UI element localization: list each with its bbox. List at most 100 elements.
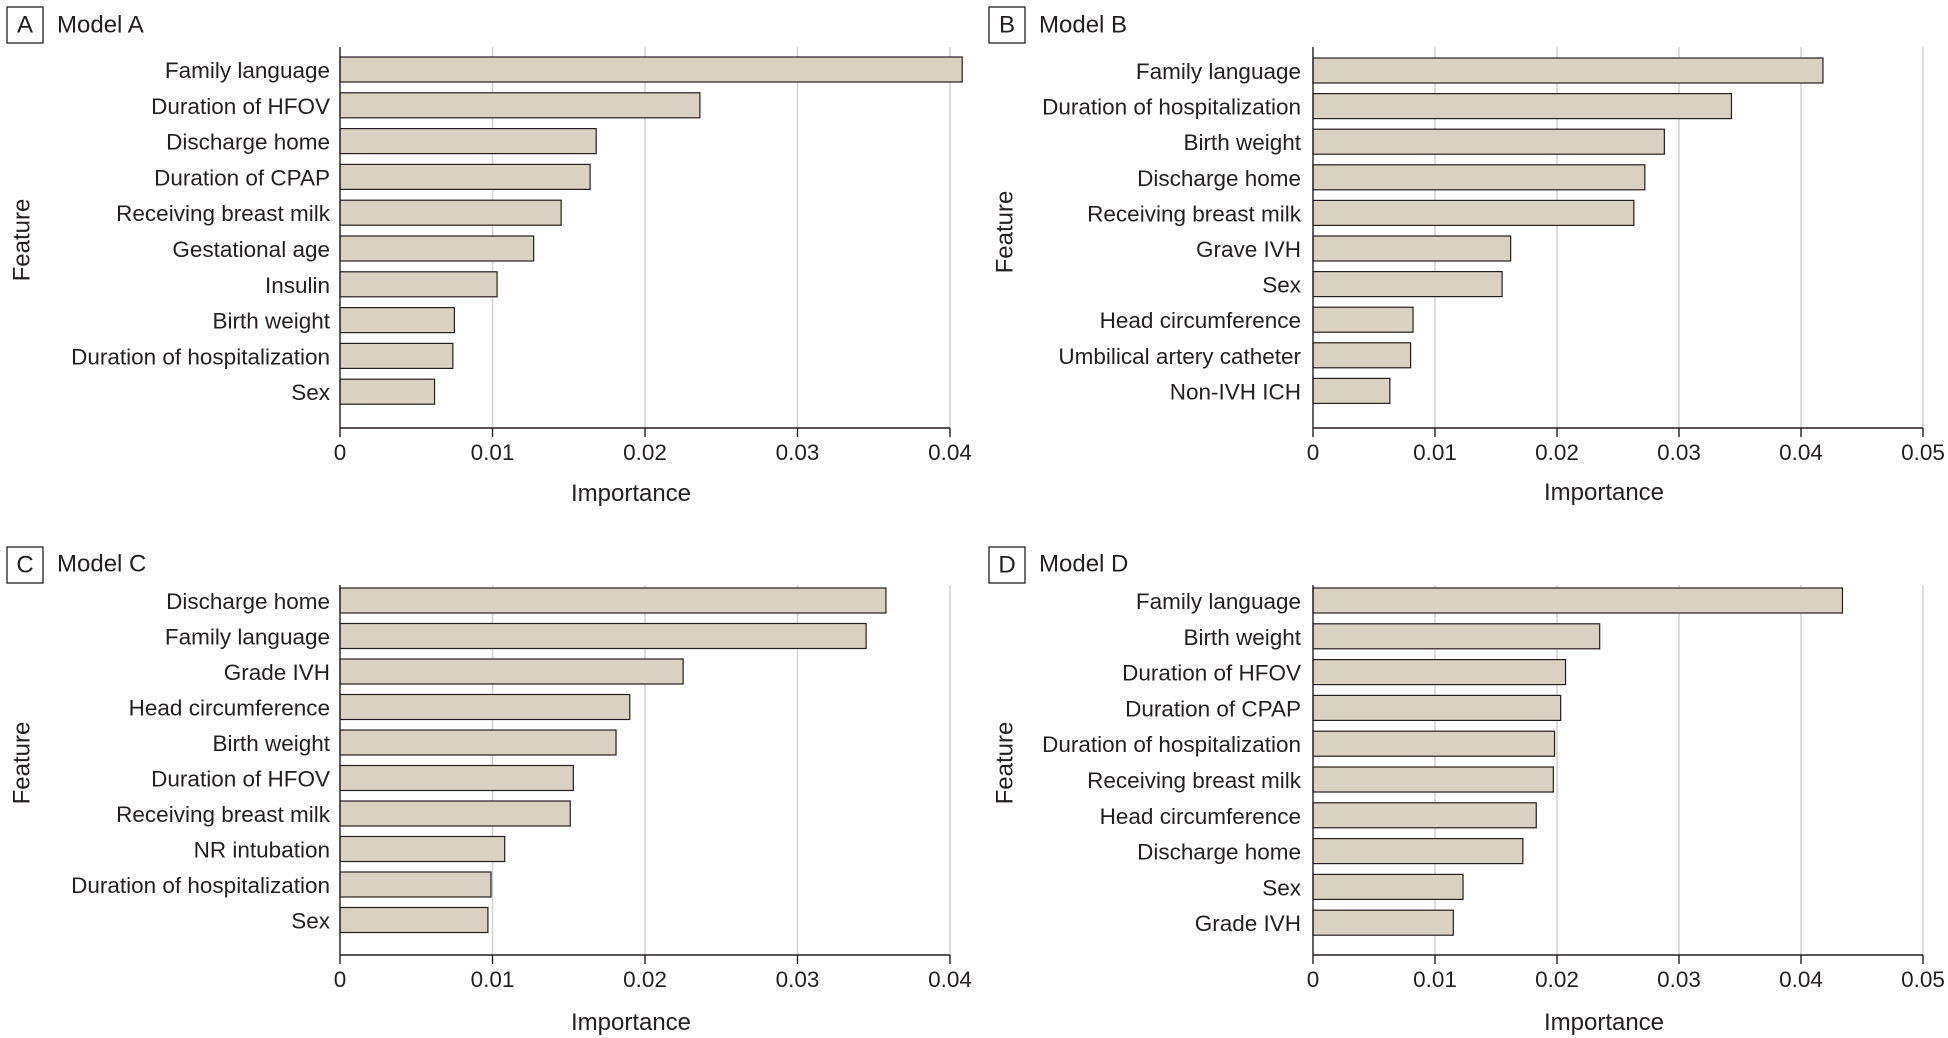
panel-c-feature-label-discharge-home: Discharge home [166, 589, 330, 614]
panel-d-bar-duration-of-hfov [1312, 658, 1567, 686]
panel-d-feature-label-discharge-home: Discharge home [1137, 840, 1301, 865]
panel-d-x-tick-label-5: 0.05 [1901, 967, 1945, 992]
panel-a-bar-family-language [339, 56, 963, 83]
panel-b-feature-label-family-language: Family language [1136, 59, 1301, 84]
panel-d-feature-label-family-language: Family language [1136, 589, 1301, 614]
panel-b-bar-umbilical-artery-catheter [1312, 342, 1412, 369]
panel-a-feature-label-discharge-home: Discharge home [166, 130, 330, 155]
panel-a-letter: A [17, 12, 33, 39]
panel-b: B Model B Family language Duration of hospi… [988, 6, 1945, 506]
panel-b-bar-family-language [1312, 57, 1824, 84]
panel-a-feature-label-duration-of-hospitalization: Duration of hospitalization [71, 344, 330, 369]
panel-b-bar-discharge-home [1312, 164, 1646, 191]
panel-d-bar-duration-of-cpap [1312, 694, 1562, 722]
panel-b-letter: B [999, 12, 1015, 39]
panel-b-title: Model B [1039, 12, 1127, 39]
panel-b-feature-label-sex: Sex [1262, 273, 1302, 298]
panel-d-feature-label-grade-ivh: Grade IVH [1195, 911, 1301, 936]
panel-d-feature-label-birth-weight: Birth weight [1183, 625, 1301, 650]
panel-a-x-tick-label-3: 0.03 [776, 440, 820, 465]
panel-d-letter-box [988, 546, 1026, 584]
panel-c-x-tick-label-1: 0.01 [471, 967, 515, 992]
panel-d-bar-birth-weight [1312, 623, 1601, 650]
panel-b-x-tick-label-4: 0.04 [1779, 440, 1823, 465]
panel-d-bar-family-language [1312, 587, 1844, 614]
panel-b-letter-box [988, 6, 1026, 44]
panel-b-feature-label-receiving-breast-milk: Receiving breast milk [1087, 201, 1302, 226]
panel-d-bar-grade-ivh [1312, 909, 1454, 936]
panel-d-feature-label-sex: Sex [1262, 875, 1302, 900]
panel-a-bar-sex [339, 378, 436, 405]
panel-c-bar-family-language [339, 622, 867, 650]
panel-a-bar-birth-weight [339, 307, 455, 334]
panel-a-x-axis-title: Importance [571, 480, 691, 507]
panel-b-feature-label-non-ivh-ich: Non-IVH ICH [1170, 379, 1301, 404]
panel-d-bar-receiving-breast-milk [1312, 766, 1554, 793]
panel-a: A Model A Family language Duration of HFOV D… [6, 6, 972, 507]
panel-d-feature-label-head-circumference: Head circumference [1100, 804, 1301, 829]
panel-a-letter-box [6, 6, 44, 44]
panel-b-feature-label-head-circumference: Head circumference [1100, 308, 1301, 333]
panel-c-bar-birth-weight [339, 729, 617, 756]
panel-c-feature-label-nr-intubation: NR intubation [194, 838, 330, 863]
panel-a-feature-label-duration-of-hfov: Duration of HFOV [151, 94, 330, 119]
panel-b-bar-duration-of-hospitalization [1312, 92, 1733, 120]
panel-b-x-tick-label-2: 0.02 [1535, 440, 1579, 465]
panel-c-letter: C [16, 552, 33, 579]
panel-a-bar-discharge-home [339, 128, 597, 155]
panel-a-feature-label-receiving-breast-milk: Receiving breast milk [116, 201, 331, 226]
panel-b-bar-non-ivh-ich [1312, 377, 1391, 404]
panel-d-x-tick-label-4: 0.04 [1779, 967, 1823, 992]
panel-c-bar-duration-of-hfov [339, 764, 574, 792]
panel-d-x-axis-title: Importance [1544, 1009, 1664, 1036]
panel-b-feature-label-grave-ivh: Grave IVH [1196, 237, 1301, 262]
panel-c-feature-label-family-language: Family language [165, 625, 330, 650]
panel-c-feature-label-duration-of-hfov: Duration of HFOV [151, 767, 330, 792]
panel-d-x-tick-label-1: 0.01 [1413, 967, 1457, 992]
panel-b-x-axis-title: Importance [1544, 479, 1664, 506]
panel-a-bar-insulin [339, 271, 498, 298]
panel-c-bar-receiving-breast-milk [339, 800, 571, 827]
panel-d-feature-label-duration-of-hospitalization: Duration of hospitalization [1042, 732, 1301, 757]
panel-a-bar-duration-of-hospitalization [339, 342, 454, 369]
panel-a-x-tick-label-2: 0.02 [623, 440, 667, 465]
panel-a-bar-duration-of-cpap [339, 163, 591, 190]
panel-a-feature-label-duration-of-cpap: Duration of CPAP [154, 165, 330, 190]
panel-c-feature-label-receiving-breast-milk: Receiving breast milk [116, 802, 331, 827]
panel-c-x-tick-label-2: 0.02 [623, 967, 667, 992]
panel-b-feature-label-discharge-home: Discharge home [1137, 166, 1301, 191]
panel-b-y-axis-title: Feature [992, 191, 1019, 274]
panel-b-x-tick-label-1: 0.01 [1413, 440, 1457, 465]
panel-d-x-tick-label-2: 0.02 [1535, 967, 1579, 992]
panel-d-y-axis-title: Feature [992, 722, 1019, 805]
panel-c-bar-sex [339, 906, 489, 934]
panel-a-y-axis-title: Feature [9, 199, 36, 282]
panel-d-feature-label-duration-of-cpap: Duration of CPAP [1125, 696, 1301, 721]
panel-d-feature-label-receiving-breast-milk: Receiving breast milk [1087, 768, 1302, 793]
panel-d-x-tick-label-0: 0 [1307, 967, 1320, 992]
panel-d-feature-label-duration-of-hfov: Duration of HFOV [1122, 661, 1301, 686]
panel-c-x-axis-title: Importance [571, 1009, 691, 1036]
panel-b-feature-label-birth-weight: Birth weight [1183, 130, 1301, 155]
panel-d-bar-head-circumference [1312, 802, 1537, 829]
panel-c-bar-discharge-home [339, 587, 887, 614]
panel-a-feature-label-insulin: Insulin [265, 273, 330, 298]
panel-a-x-tick-label-4: 0.04 [928, 440, 972, 465]
panel-d-bar-duration-of-hospitalization [1312, 730, 1556, 757]
panel-a-bar-gestational-age [339, 235, 535, 262]
panel-c-bar-head-circumference [339, 693, 631, 721]
panel-c-x-tick-label-0: 0 [334, 967, 347, 992]
panel-b-feature-label-duration-of-hospitalization: Duration of hospitalization [1042, 95, 1301, 120]
panel-d: D Model D Family language Birth weight Durat… [988, 546, 1945, 1036]
panel-a-x-tick-label-1: 0.01 [471, 440, 515, 465]
panel-d-bar-sex [1312, 873, 1464, 901]
panel-b-bar-birth-weight [1312, 128, 1665, 155]
panel-c-x-tick-label-3: 0.03 [776, 967, 820, 992]
panel-d-title: Model D [1039, 551, 1128, 578]
panel-a-feature-label-family-language: Family language [165, 58, 330, 83]
panel-c-feature-label-birth-weight: Birth weight [212, 731, 330, 756]
panel-a-bar-duration-of-hfov [339, 92, 701, 119]
panel-c-feature-label-grade-ivh: Grade IVH [224, 660, 330, 685]
panel-a-title: Model A [57, 12, 144, 39]
